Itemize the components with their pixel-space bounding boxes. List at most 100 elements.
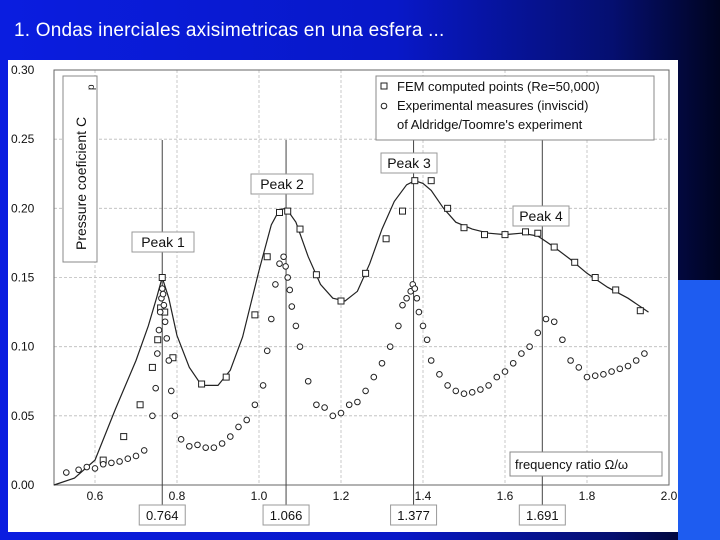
experimental-point [411, 285, 419, 292]
experimental-point [167, 387, 175, 395]
experimental-point [575, 364, 583, 371]
experimental-point [156, 308, 164, 316]
experimental-point [108, 459, 115, 467]
experimental-point [227, 433, 234, 440]
experimental-point [591, 372, 599, 380]
experimental-point [263, 347, 271, 355]
peak-label: Peak 4 [519, 208, 563, 224]
peak-value-box [138, 504, 186, 526]
experimental-point [600, 371, 607, 378]
experimental-point [542, 315, 550, 323]
x-tick-label: 1.8 [579, 489, 596, 503]
experimental-point [362, 387, 369, 395]
experimental-point [395, 322, 402, 330]
experimental-point [91, 465, 99, 472]
experimental-point [354, 398, 361, 406]
plot-frame [53, 69, 670, 486]
experimental-point [477, 386, 484, 393]
experimental-point [452, 387, 460, 395]
fem-point [612, 286, 620, 294]
experimental-point [161, 318, 169, 326]
y-axis-label-box: Pressure coeficient C p [62, 75, 98, 263]
x-axis-label: frequency ratio Ω/ω [515, 457, 628, 472]
experimental-point [304, 377, 312, 385]
experimental-point [378, 359, 386, 367]
fem-point [337, 297, 345, 305]
experimental-point [337, 409, 345, 417]
experimental-point [501, 368, 509, 375]
fem-point [154, 336, 162, 344]
experimental-point [624, 362, 632, 370]
experimental-point [370, 373, 378, 381]
experimental-point [534, 329, 542, 337]
peak-value-label: 1.066 [270, 508, 303, 523]
experimental-point [171, 412, 179, 420]
peak-lines [161, 140, 543, 507]
experimental-point [186, 442, 193, 450]
peak-label-box [512, 205, 570, 227]
fem-point [382, 235, 390, 243]
legend-entry-experimental: Experimental measures (inviscid) [397, 98, 588, 113]
legend-entry-experimental-line2: of Aldridge/Toomre's experiment [397, 117, 583, 132]
legend-entry-fem: FEM computed points (Re=50,000) [397, 79, 600, 94]
peak-value-labels: 0.764 1.066 1.377 1.691 [138, 504, 566, 526]
experimental-point [444, 382, 451, 389]
fem-point [251, 311, 259, 319]
peak-label-box [250, 173, 314, 195]
y-axis-label: Pressure coeficient C [73, 117, 89, 250]
fem-point [312, 271, 320, 279]
y-axis-label-subscript: p [86, 84, 97, 90]
experimental-point [149, 412, 156, 420]
experimental-point [218, 440, 226, 447]
x-tick-label: 2.0 [661, 489, 678, 503]
experimental-point [194, 441, 201, 449]
experimental-point [641, 350, 648, 357]
y-tick-label: 0.30 [11, 63, 35, 77]
experimental-point [292, 322, 300, 330]
experimental-point [282, 263, 289, 270]
experimental-point [140, 447, 148, 454]
experimental-point [509, 359, 517, 367]
x-tick-label: 0.6 [87, 489, 104, 503]
experimental-point [608, 368, 615, 375]
decorative-accent-shape [678, 280, 720, 540]
chart-svg: 0.00 0.05 0.10 0.15 0.20 0.25 0.30 0.6 0.8 1.0 1.2… [11, 63, 678, 526]
experimental-point [616, 365, 624, 373]
fem-point [120, 433, 128, 441]
grid-lines [54, 69, 670, 486]
data-points [63, 177, 648, 476]
slide-title: 1. Ondas inerciales axisimetricas en una… [14, 20, 445, 41]
fem-point [198, 380, 206, 388]
peak-annotations: Peak 1 Peak 2 Peak 3 Peak 4 [131, 152, 570, 253]
x-tick-label: 1.6 [497, 489, 514, 503]
axes: 0.00 0.05 0.10 0.15 0.20 0.25 0.30 0.6 0.8 1.0 1.2… [11, 63, 678, 503]
experimental-point [399, 301, 406, 309]
experimental-point [155, 326, 163, 334]
experimental-point [518, 350, 525, 357]
experimental-point [124, 455, 132, 463]
experimental-point [158, 285, 166, 292]
experimental-point [386, 343, 394, 350]
experimental-point [313, 401, 320, 409]
fem-point [501, 231, 509, 239]
legend-square-marker [380, 82, 388, 90]
experimental-point [436, 371, 443, 378]
fem-point [136, 401, 144, 409]
fem-point [296, 225, 304, 233]
experimental-point [284, 274, 292, 281]
fem-point [571, 258, 579, 266]
experimental-point [251, 401, 259, 409]
peak-value-label: 1.691 [526, 508, 559, 523]
experimental-point [567, 357, 574, 364]
legend-box [375, 75, 655, 141]
fem-point [276, 208, 283, 216]
experimental-point [99, 460, 107, 468]
fem-curve [53, 180, 649, 486]
experimental-point [329, 412, 337, 420]
experimental-point [288, 303, 296, 310]
x-tick-label: 1.0 [251, 489, 268, 503]
fem-point [411, 177, 419, 185]
experimental-point [152, 384, 159, 392]
fem-point [550, 243, 558, 251]
experimental-point [165, 357, 173, 364]
